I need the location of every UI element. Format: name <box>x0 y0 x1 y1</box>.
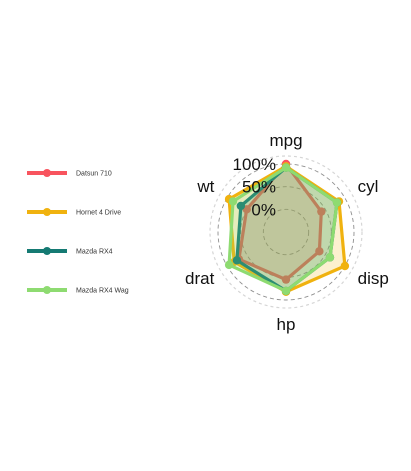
series-point <box>325 253 335 262</box>
grid <box>217 163 355 301</box>
legend-item: Mazda RX4 <box>27 247 113 256</box>
grid-label-1: 50% <box>242 178 276 197</box>
series-point <box>317 207 326 216</box>
series-point <box>228 197 238 206</box>
grid-labels: 0% 50% 100% <box>233 155 276 219</box>
legend-key-point <box>43 247 51 255</box>
axis-label-disp: disp <box>358 269 389 288</box>
series-point <box>236 201 246 211</box>
series-point <box>332 198 342 207</box>
series-group <box>224 159 350 297</box>
axis-labels: mpg cyl disp hp drat wt <box>185 131 389 334</box>
plot-area: mpg cyl disp hp drat wt 0% 50% 100% <box>185 131 389 334</box>
legend-item: Datsun 710 <box>27 169 112 178</box>
series-point <box>232 256 242 265</box>
outer-ring <box>209 155 363 309</box>
axis-label-mpg: mpg <box>269 131 302 150</box>
grid-circle-0 <box>262 208 310 256</box>
legend: Datsun 710 Hornet 4 Drive Mazda RX4 Mazda R… <box>27 169 129 295</box>
series-area <box>238 164 322 280</box>
legend-label: Datsun 710 <box>76 171 112 178</box>
series-area <box>229 166 345 292</box>
series-point <box>281 286 291 296</box>
series-point <box>281 275 291 284</box>
legend-key-point <box>43 169 51 177</box>
series-datsun-710 <box>234 159 326 284</box>
grid-circle-2 <box>217 163 355 301</box>
axis-label-cyl: cyl <box>358 177 379 196</box>
series-area <box>236 167 337 291</box>
axis-label-hp: hp <box>277 315 296 334</box>
series-point <box>224 260 234 270</box>
legend-label: Mazda RX4 <box>76 249 113 256</box>
grid-label-0: 0% <box>251 200 276 219</box>
series-area <box>229 167 337 291</box>
series-mazda-rx4-wag <box>224 163 342 296</box>
series-point <box>340 261 350 271</box>
legend-key-point <box>43 286 51 294</box>
plot-backdrop <box>209 155 363 309</box>
legend-key-point <box>43 208 51 216</box>
legend-label: Mazda RX4 Wag <box>76 288 129 295</box>
axis-label-drat: drat <box>185 269 215 288</box>
series-point <box>281 163 291 172</box>
legend-item: Hornet 4 Drive <box>27 208 121 217</box>
series-point <box>315 247 324 256</box>
legend-item: Mazda RX4 Wag <box>27 286 129 295</box>
axis-label-wt: wt <box>196 177 214 196</box>
grid-label-2: 100% <box>233 155 276 174</box>
legend-label: Hornet 4 Drive <box>76 210 121 217</box>
